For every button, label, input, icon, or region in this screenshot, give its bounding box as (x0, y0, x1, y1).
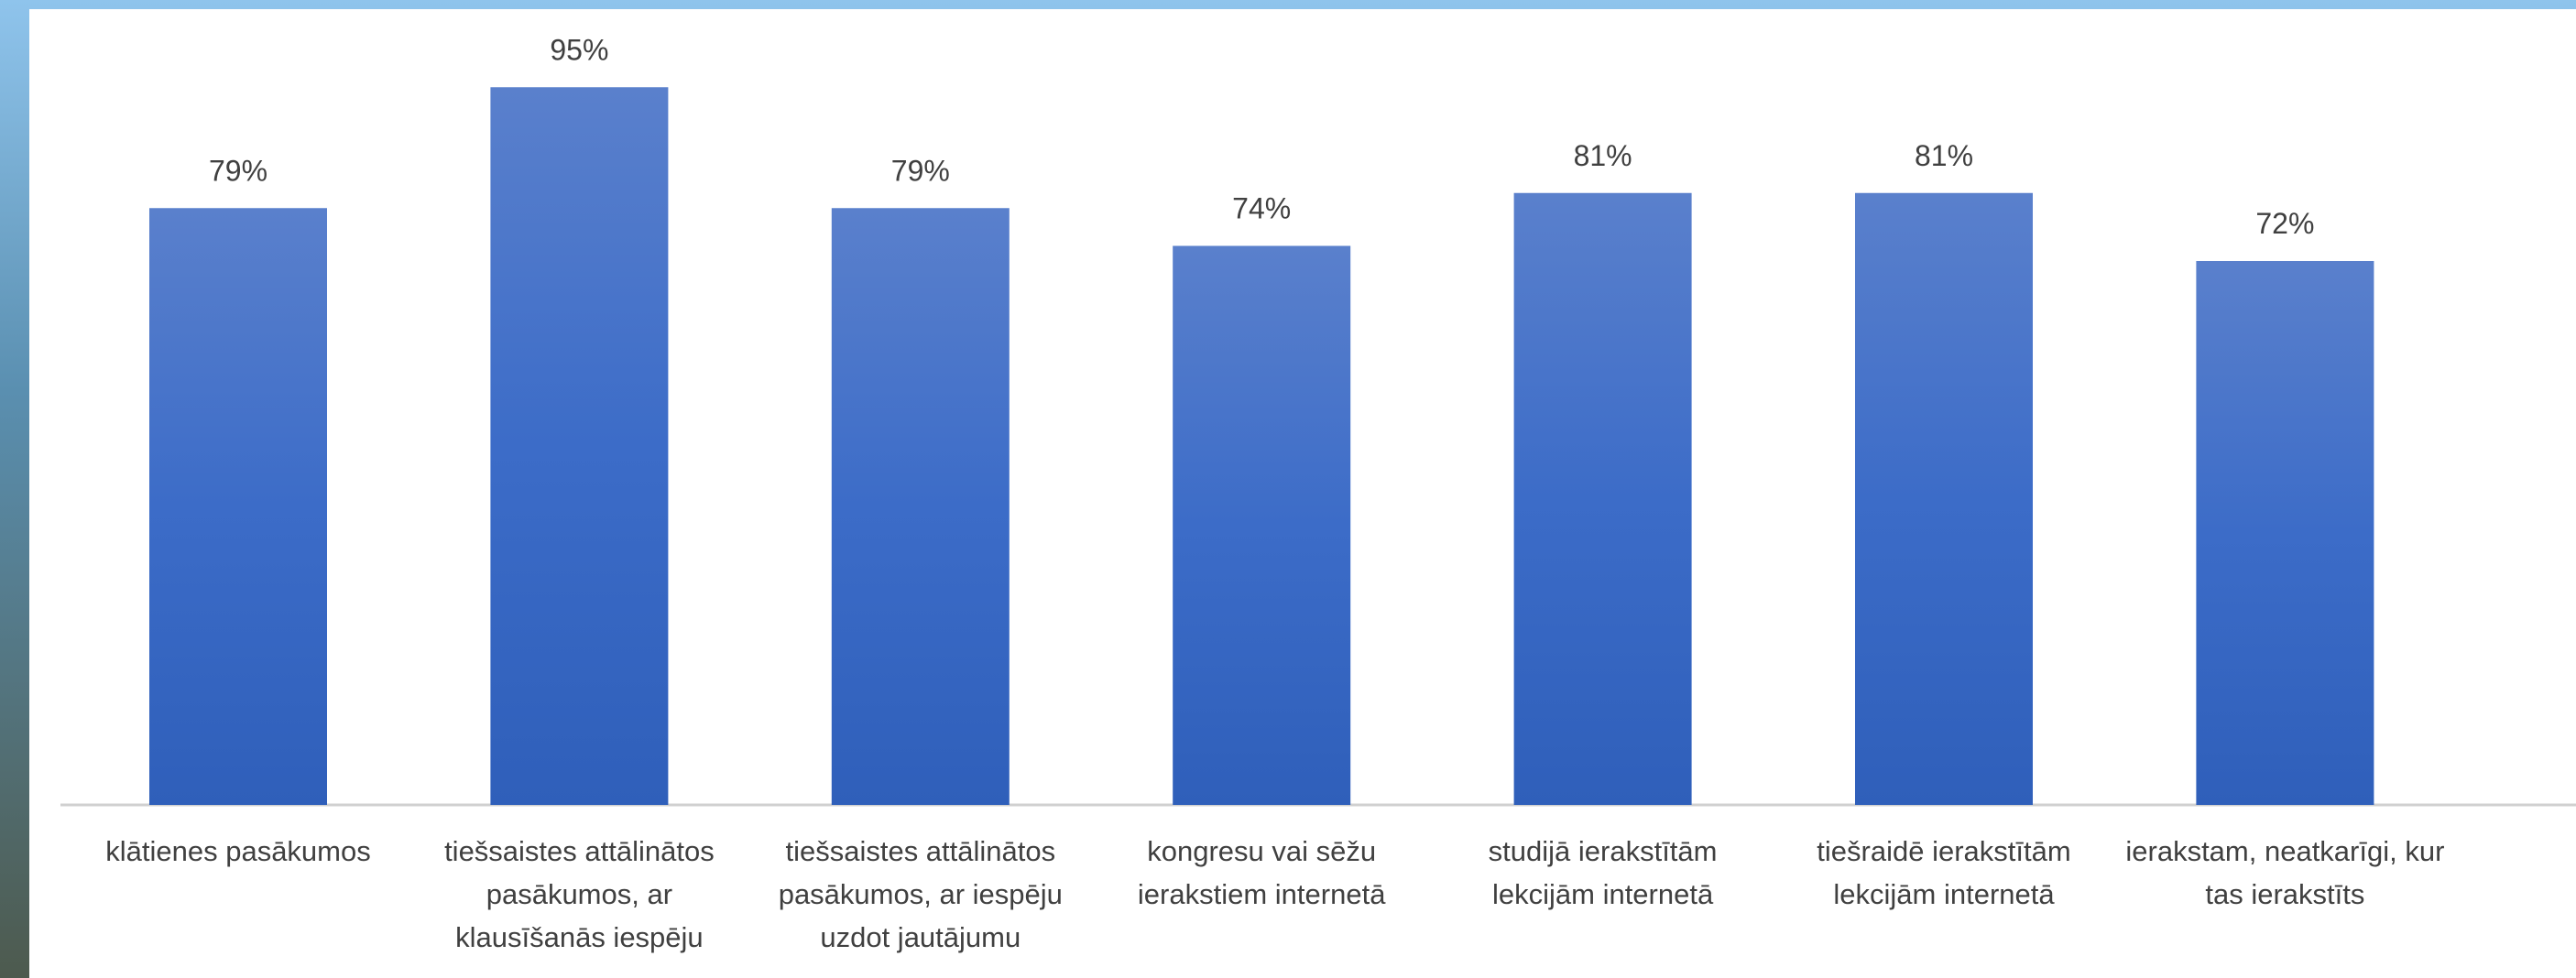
value-label: 74% (1232, 192, 1291, 225)
bar (490, 87, 669, 805)
value-label: 81% (1915, 139, 1973, 172)
bar (149, 208, 327, 805)
x-tick-label: tiešsaistes attālinātos pasākumos, ar kl… (444, 835, 715, 953)
x-tick-label: kongresu vai sēžu ierakstiem internetā (1137, 835, 1386, 910)
x-tick-label: klātienes pasākumos (105, 835, 371, 867)
x-tick-label: studijā ierakstītām lekcijām internetā (1488, 835, 1718, 910)
x-tick-label: tiešsaistes attālinātos pasākumos, ar ie… (778, 835, 1063, 953)
bar (1513, 192, 1692, 805)
value-label: 95% (550, 33, 608, 66)
value-label: 79% (891, 154, 950, 187)
value-label: 81% (1574, 139, 1632, 172)
bar (1855, 192, 2033, 805)
x-tick-label: tiešraidē ierakstītām lekcijām internetā (1817, 835, 2071, 910)
value-label: 72% (2255, 207, 2314, 240)
bar (831, 208, 1010, 805)
value-label: 79% (209, 154, 267, 187)
x-tick-label: ierakstam, neatkarīgi, kur tas ierakstīt… (2125, 835, 2445, 910)
bar (2196, 261, 2374, 805)
bar (1173, 245, 1351, 805)
